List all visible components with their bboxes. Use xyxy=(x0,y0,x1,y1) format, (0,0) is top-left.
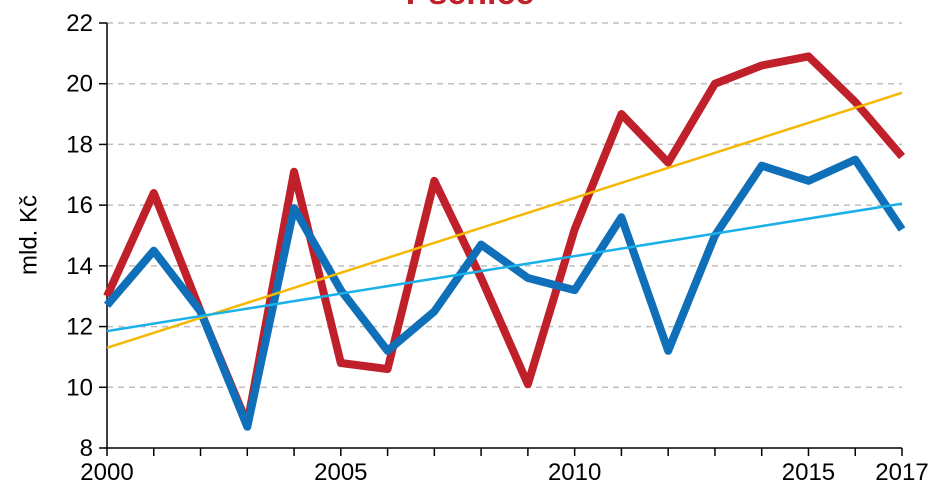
y-tick-label: 20 xyxy=(66,71,93,98)
line-series xyxy=(103,155,906,431)
x-tick-label: 2005 xyxy=(314,459,367,486)
x-tick-label: 2010 xyxy=(548,459,601,486)
trend-line xyxy=(106,202,903,333)
y-tick-label: 8 xyxy=(80,435,93,462)
x-tick-label: 2017 xyxy=(875,459,928,486)
y-axis-label: mld. Kč xyxy=(15,195,42,275)
x-tick-label: 2000 xyxy=(80,459,133,486)
trend-line xyxy=(106,91,903,350)
y-tick-label: 18 xyxy=(66,131,93,158)
x-tick-label: 2015 xyxy=(782,459,835,486)
y-tick-label: 14 xyxy=(66,253,93,280)
chart-title: Pšenice xyxy=(406,0,535,12)
y-tick-label: 10 xyxy=(66,374,93,401)
y-tick-label: 16 xyxy=(66,192,93,219)
y-tick-label: 12 xyxy=(66,314,93,341)
y-tick-label: 22 xyxy=(66,10,93,37)
